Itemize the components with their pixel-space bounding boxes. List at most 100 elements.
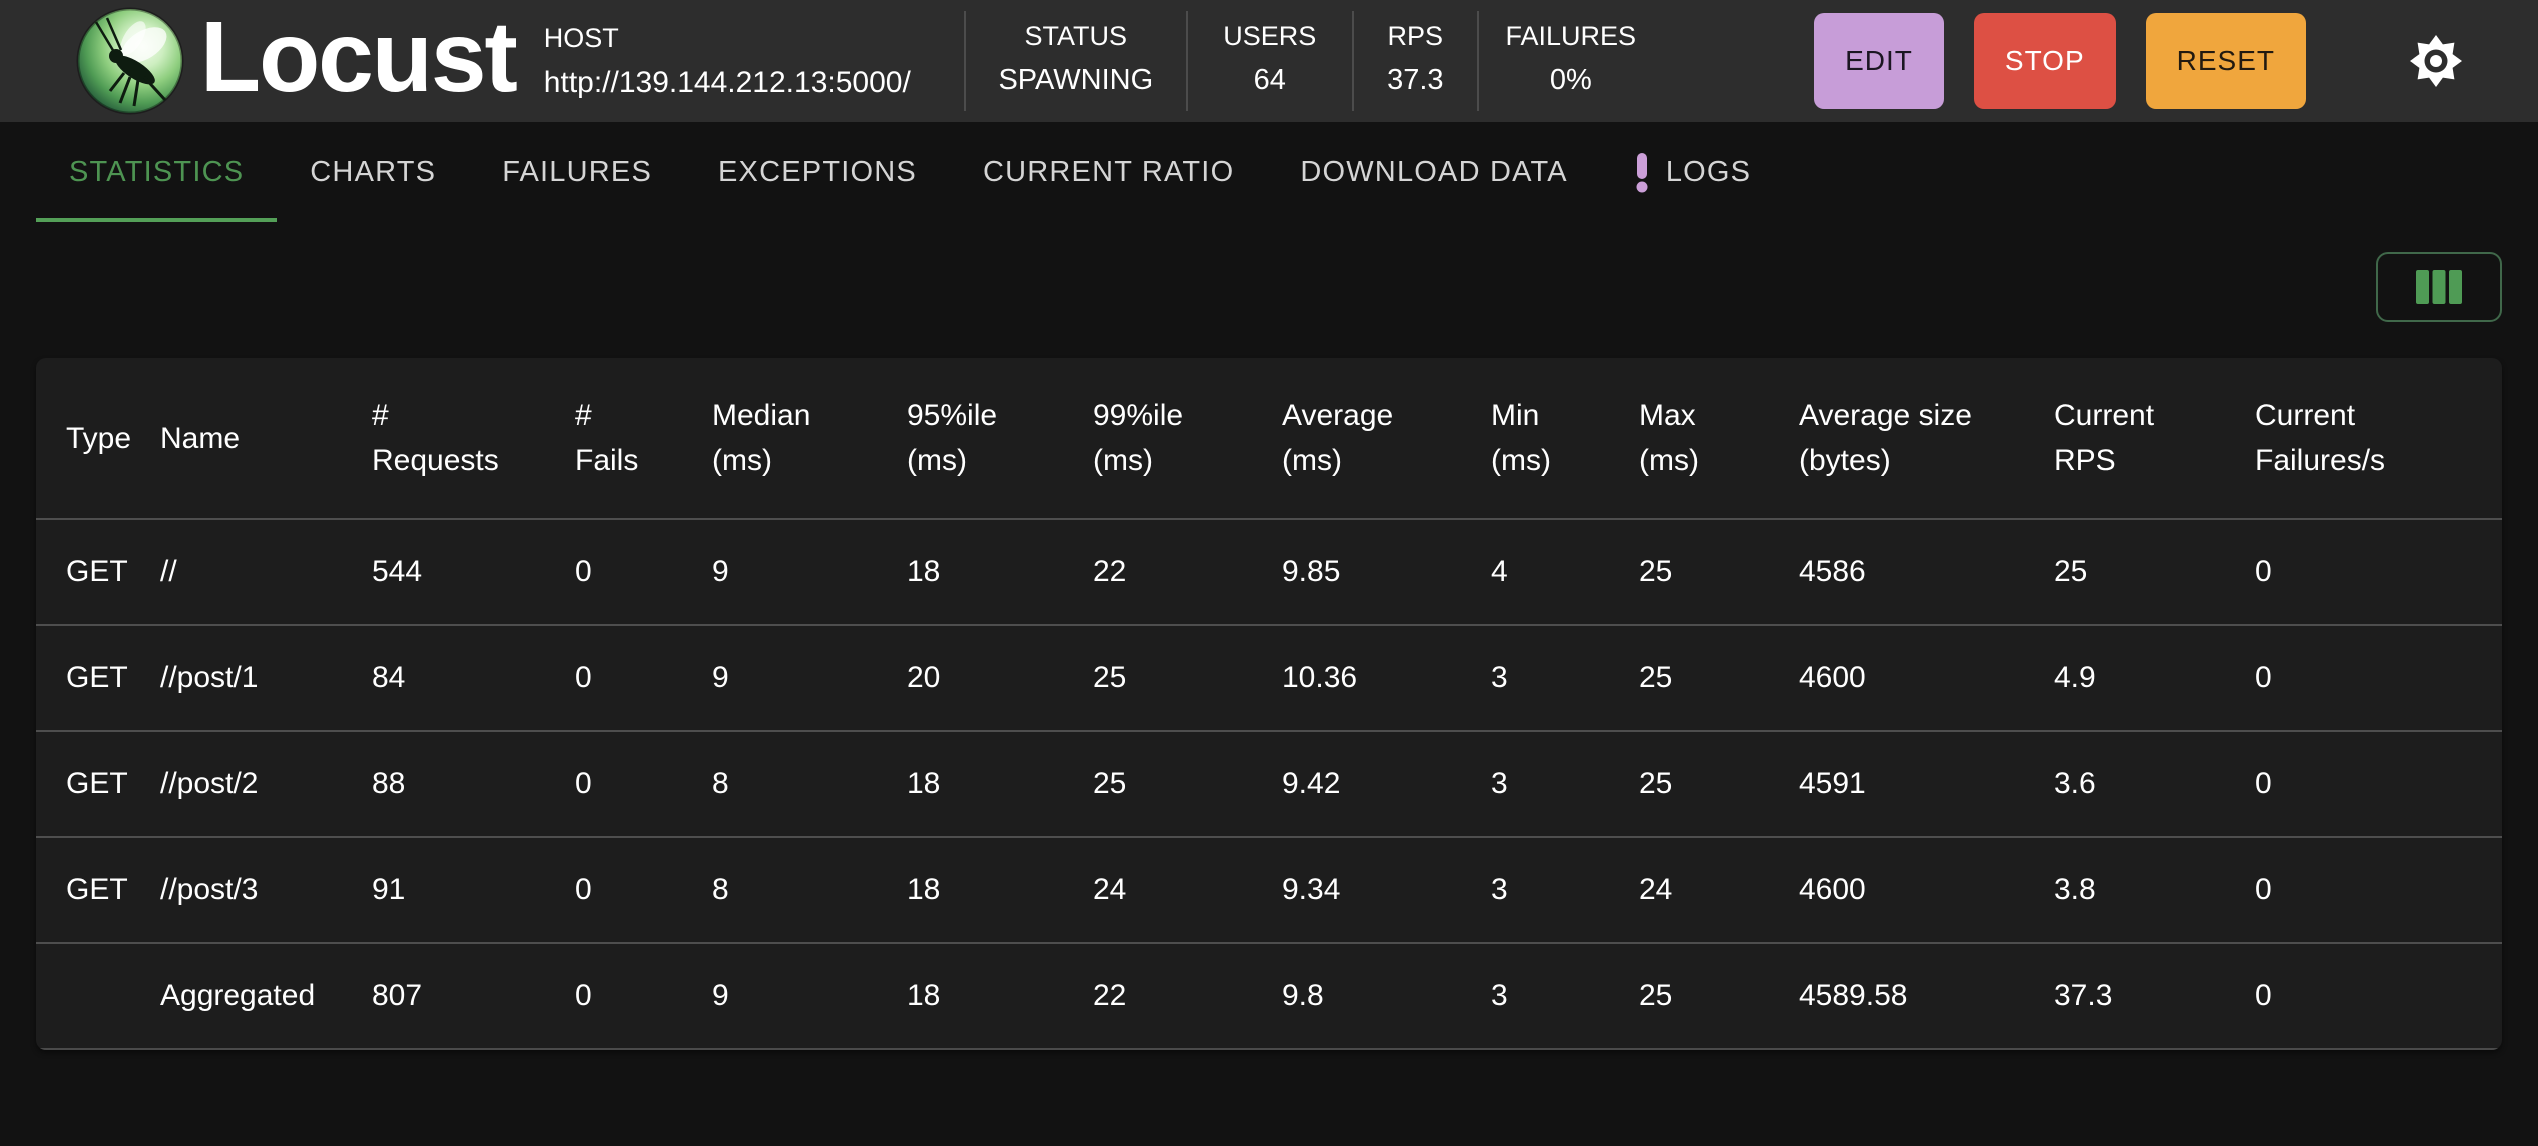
- table-cell: 91: [372, 836, 575, 943]
- table-cell: 9: [712, 942, 907, 1050]
- locust-logo-icon: [76, 7, 184, 115]
- table-cell: 9: [712, 518, 907, 625]
- stat-label: RPS: [1387, 21, 1444, 51]
- column-header-max: Max (ms): [1639, 399, 1699, 477]
- status-item-rps: RPS 37.3: [1351, 11, 1477, 111]
- status-item-users: USERS 64: [1185, 11, 1352, 111]
- column-header-avg-size: Average size (bytes): [1799, 399, 1972, 477]
- status-group: STATUS SPAWNING USERS 64 RPS 37.3 FAILUR…: [963, 11, 1663, 111]
- stat-label: STATUS: [1024, 21, 1128, 51]
- tab-label: CHARTS: [310, 155, 437, 188]
- table-cell: 18: [907, 518, 1093, 625]
- table-cell: 9: [712, 624, 907, 731]
- host-label: HOST: [543, 22, 619, 53]
- tab-exceptions[interactable]: EXCEPTIONS: [685, 122, 950, 222]
- table-cell: //post/1: [160, 624, 372, 731]
- tab-bar: STATISTICS CHARTS FAILURES EXCEPTIONS CU…: [0, 122, 2538, 222]
- statistics-page: Type Name # Requests # Fails Median (ms) 95…: [0, 252, 2538, 1050]
- table-cell: 807: [372, 942, 575, 1050]
- table-cell: 24: [1093, 836, 1282, 943]
- tab-failures[interactable]: FAILURES: [469, 122, 685, 222]
- tab-label: STATISTICS: [69, 155, 245, 188]
- column-header-current-rps: Current RPS: [2054, 399, 2155, 477]
- table-row: GET //post/3 91 0 8 18 24 9.34 3 24 4600…: [36, 836, 2502, 943]
- tab-label: EXCEPTIONS: [718, 155, 917, 188]
- table-cell: [36, 942, 160, 1050]
- table-cell: 4.9: [2054, 624, 2255, 731]
- locust-logo[interactable]: Locust: [76, 1, 518, 115]
- table-cell: 0: [2255, 836, 2502, 943]
- settings-button[interactable]: [2410, 35, 2462, 87]
- stat-label: USERS: [1223, 21, 1317, 51]
- column-selector-button[interactable]: [2376, 252, 2502, 322]
- table-cell: 3: [1491, 942, 1639, 1050]
- stat-label: FAILURES: [1505, 21, 1637, 51]
- column-header-average: Average (ms): [1282, 399, 1394, 477]
- exclamation-icon: [1634, 151, 1650, 193]
- stop-button[interactable]: STOP: [1973, 13, 2116, 109]
- table-cell: 8: [712, 836, 907, 943]
- column-header-requests: # Requests: [372, 399, 499, 477]
- table-cell: Aggregated: [160, 942, 372, 1050]
- table-cell: 24: [1639, 836, 1799, 943]
- table-cell: 0: [575, 518, 712, 625]
- stats-table: Type Name # Requests # Fails Median (ms) 95…: [36, 358, 2502, 1050]
- table-row-aggregated: Aggregated 807 0 9 18 22 9.8 3 25 4589.5…: [36, 942, 2502, 1050]
- stat-value: 37.3: [1387, 64, 1444, 96]
- tab-label: LOGS: [1665, 155, 1752, 188]
- table-cell: 0: [575, 624, 712, 731]
- table-cell: GET: [36, 518, 160, 625]
- table-row: GET // 544 0 9 18 22 9.85 4 25 4586 25 0: [36, 518, 2502, 625]
- status-item-failures: FAILURES 0%: [1476, 11, 1663, 111]
- table-cell: 4600: [1799, 624, 2054, 731]
- column-header-fails: # Fails: [575, 399, 639, 477]
- table-cell: 22: [1093, 518, 1282, 625]
- column-header-type: Type: [66, 421, 132, 455]
- table-cell: GET: [36, 730, 160, 837]
- table-cell: 25: [2054, 518, 2255, 625]
- table-row: GET //post/2 88 0 8 18 25 9.42 3 25 4591…: [36, 730, 2502, 837]
- column-header-99th: 99%ile (ms): [1093, 399, 1184, 477]
- table-cell: 25: [1639, 624, 1799, 731]
- column-header-min: Min (ms): [1491, 399, 1551, 477]
- table-cell: 9.85: [1282, 518, 1491, 625]
- table-cell: 22: [1093, 942, 1282, 1050]
- tab-logs[interactable]: LOGS: [1601, 122, 1784, 222]
- gear-icon: [2410, 35, 2462, 87]
- table-cell: 4586: [1799, 518, 2054, 625]
- header-actions: EDIT STOP RESET: [1814, 13, 2306, 109]
- table-cell: 25: [1093, 624, 1282, 731]
- stat-value: SPAWNING: [998, 64, 1154, 96]
- table-cell: //post/3: [160, 836, 372, 943]
- tab-download-data[interactable]: DOWNLOAD DATA: [1267, 122, 1600, 222]
- status-item-status: STATUS SPAWNING: [963, 11, 1186, 111]
- column-header-name: Name: [160, 421, 241, 455]
- table-cell: 4600: [1799, 836, 2054, 943]
- table-cell: 3: [1491, 730, 1639, 837]
- tab-statistics[interactable]: STATISTICS: [36, 122, 278, 222]
- table-cell: 10.36: [1282, 624, 1491, 731]
- table-cell: 0: [2255, 730, 2502, 837]
- table-cell: 0: [575, 730, 712, 837]
- tab-label: FAILURES: [502, 155, 653, 188]
- app-header: Locust HOST http://139.144.212.13:5000/ …: [0, 0, 2538, 122]
- table-cell: 0: [575, 942, 712, 1050]
- table-cell: 20: [907, 624, 1093, 731]
- table-cell: 3: [1491, 836, 1639, 943]
- app-title: Locust: [200, 1, 518, 113]
- table-cell: 4591: [1799, 730, 2054, 837]
- column-header-current-failures: Current Failures/s: [2255, 399, 2386, 477]
- table-cell: 25: [1639, 518, 1799, 625]
- table-cell: 25: [1639, 730, 1799, 837]
- tab-charts[interactable]: CHARTS: [277, 122, 469, 222]
- table-cell: 37.3: [2054, 942, 2255, 1050]
- table-cell: 18: [907, 730, 1093, 837]
- edit-button[interactable]: EDIT: [1814, 13, 1944, 109]
- column-header-median: Median (ms): [712, 399, 811, 477]
- table-cell: 0: [2255, 942, 2502, 1050]
- tab-current-ratio[interactable]: CURRENT RATIO: [950, 122, 1267, 222]
- table-cell: 18: [907, 942, 1093, 1050]
- table-cell: 18: [907, 836, 1093, 943]
- table-cell: 4589.58: [1799, 942, 2054, 1050]
- reset-button[interactable]: RESET: [2145, 13, 2306, 109]
